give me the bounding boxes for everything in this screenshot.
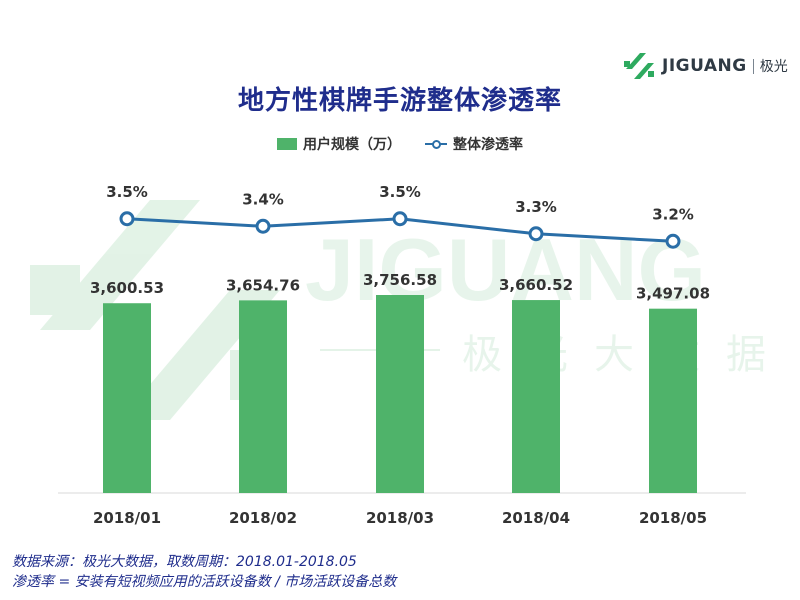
legend-item-users: 用户规模（万） bbox=[277, 134, 401, 154]
logo-wordmark: JIGUANG bbox=[662, 56, 747, 76]
footnote: 数据来源：极光大数据，取数周期：2018.01-2018.05 渗透率 = 安装… bbox=[12, 552, 396, 592]
rate-points-group bbox=[119, 211, 681, 249]
legend-label-penetration: 整体渗透率 bbox=[453, 137, 523, 153]
bar-value-label: 3,756.58 bbox=[363, 271, 437, 289]
watermark-word: JIGUANG bbox=[305, 220, 706, 319]
legend-swatch-line bbox=[425, 138, 447, 150]
x-tick-label: 2018/01 bbox=[93, 509, 161, 527]
bar-value-label: 3,497.08 bbox=[636, 285, 710, 303]
bar-value-label: 3,654.76 bbox=[226, 276, 300, 294]
x-tick-label: 2018/05 bbox=[639, 509, 707, 527]
bar-2018/04 bbox=[512, 300, 560, 493]
x-tick-label: 2018/03 bbox=[366, 509, 434, 527]
x-tick-labels-group: 2018/01 2018/02 2018/03 2018/04 2018/05 bbox=[93, 509, 707, 527]
footnote-definition: 渗透率 = 安装有短视频应用的活跃设备数 / 市场活跃设备总数 bbox=[12, 574, 397, 590]
rate-point-2018/03 bbox=[392, 211, 408, 227]
bars-group bbox=[103, 295, 697, 493]
legend-swatch-bar bbox=[277, 138, 297, 150]
x-tick-label: 2018/02 bbox=[229, 509, 297, 527]
logo-separator bbox=[752, 58, 754, 74]
rate-value-label: 3.2% bbox=[652, 205, 694, 223]
rate-value-label: 3.3% bbox=[515, 198, 557, 216]
bar-2018/03 bbox=[376, 295, 424, 493]
bar-2018/01 bbox=[103, 303, 151, 493]
rate-labels-group: 3.5% 3.4% 3.5% 3.3% 3.2% bbox=[106, 183, 694, 224]
rate-point-2018/05 bbox=[665, 233, 681, 249]
chart-title: 地方性棋牌手游整体渗透率 bbox=[237, 86, 562, 116]
bar-labels-group: 3,600.53 3,654.76 3,756.58 3,660.52 3,497.08 bbox=[90, 271, 710, 303]
rate-point-2018/01 bbox=[119, 211, 135, 227]
rate-value-label: 3.5% bbox=[379, 183, 421, 201]
bar-2018/05 bbox=[649, 308, 697, 493]
bar-value-label: 3,600.53 bbox=[90, 279, 164, 297]
rate-value-label: 3.5% bbox=[106, 183, 148, 201]
jiguang-logo: JIGUANG 极光 bbox=[622, 46, 788, 86]
rate-value-label: 3.4% bbox=[242, 190, 284, 208]
rate-point-2018/02 bbox=[255, 218, 271, 234]
legend-label-users: 用户规模（万） bbox=[303, 137, 401, 153]
bar-2018/02 bbox=[239, 300, 287, 493]
bar-value-label: 3,660.52 bbox=[499, 276, 573, 294]
legend-item-penetration: 整体渗透率 bbox=[425, 134, 523, 154]
footnote-source: 数据来源：极光大数据，取数周期：2018.01-2018.05 bbox=[12, 554, 357, 570]
x-tick-label: 2018/04 bbox=[502, 509, 570, 527]
logo-chinese-name: 极光 bbox=[759, 59, 788, 75]
chart-legend: 用户规模（万） 整体渗透率 bbox=[0, 134, 800, 154]
watermark-cn: 极光大数据 bbox=[462, 332, 792, 378]
jiguang-logo-icon bbox=[624, 53, 654, 79]
rate-point-2018/04 bbox=[528, 226, 544, 242]
